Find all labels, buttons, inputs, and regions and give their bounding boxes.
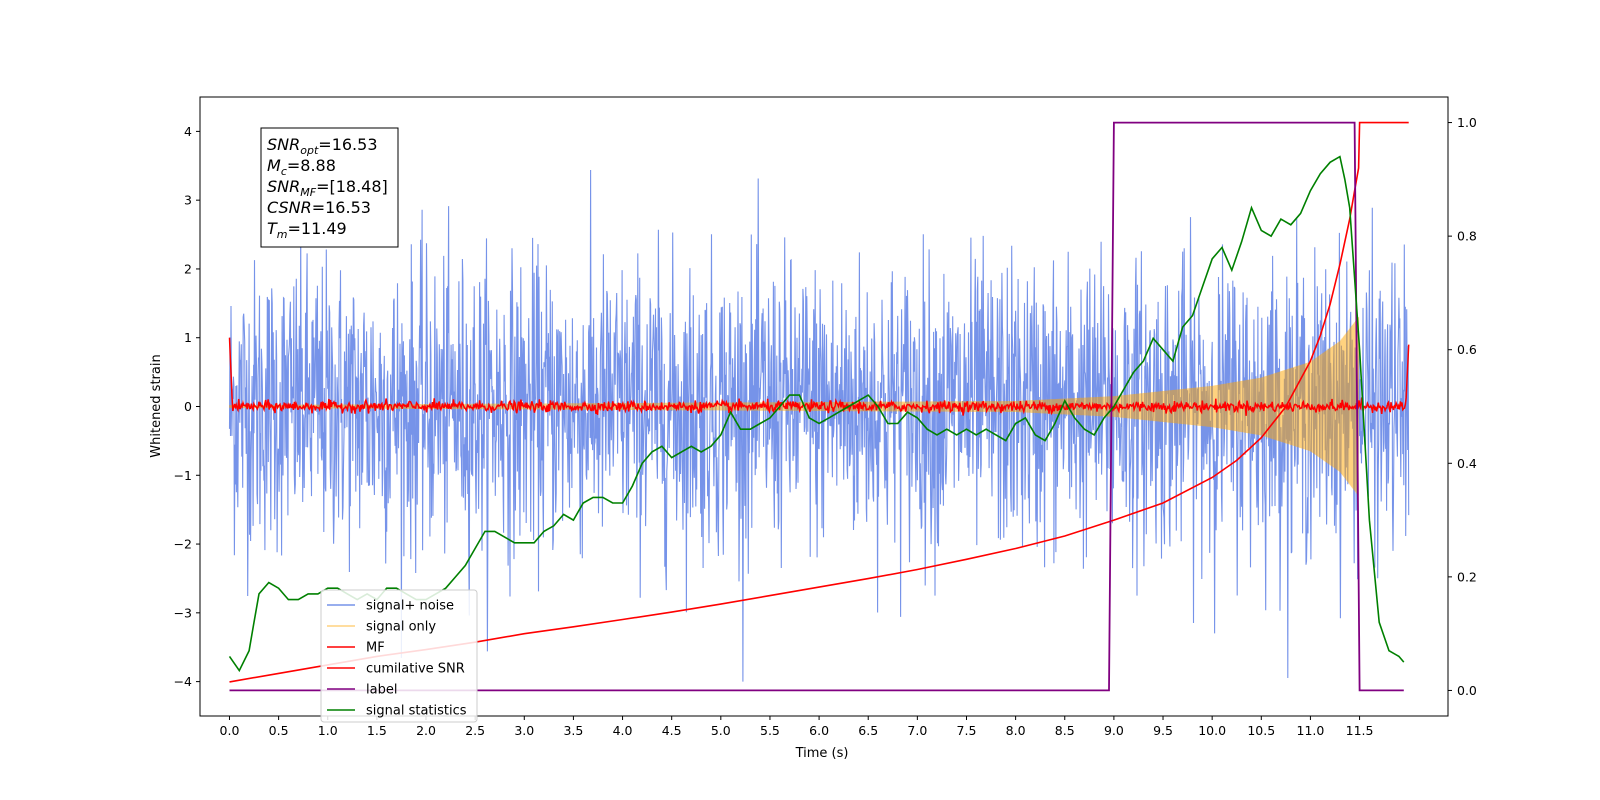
y-tick-label: 3 — [184, 193, 192, 208]
x-tick-label: 11.0 — [1297, 723, 1325, 738]
x-axis-title: Time (s) — [795, 746, 849, 761]
x-tick-label: 4.5 — [662, 723, 682, 738]
x-tick-label: 8.5 — [1055, 723, 1075, 738]
x-tick-label: 10.5 — [1247, 723, 1275, 738]
annotation-box: SNRopt=16.53Mc=8.88SNRMF=[18.48]CSNR=16.… — [260, 127, 399, 248]
annotation-line: Tm=11.49 — [267, 219, 347, 241]
legend-label: cumilative SNR — [366, 662, 465, 677]
series-mf-line — [228, 337, 1410, 416]
y-tick-label: 2 — [184, 261, 192, 276]
x-tick-label: 1.0 — [318, 723, 338, 738]
x-axis: 0.0 0.5 1.0 1.5 2.0 2.5 3.0 3.5 4.0 4.5 5.0 5.5 6.0 6… — [220, 716, 1374, 738]
y-tick-label: −1 — [174, 468, 192, 483]
annotation-line: Mc=8.88 — [267, 156, 336, 178]
y-tick-label: −2 — [174, 537, 192, 552]
x-tick-label: 5.0 — [711, 723, 731, 738]
series-label-line — [229, 121, 1404, 692]
series-cumulative-snr-line — [229, 121, 1409, 683]
x-tick-label: 9.5 — [1153, 723, 1173, 738]
x-tick-label: 3.5 — [563, 723, 583, 738]
y-axis-title: Whitened strain — [149, 354, 164, 457]
annotation-line: CSNR=16.53 — [267, 198, 371, 217]
x-tick-label: 7.5 — [957, 723, 977, 738]
legend-label: label — [366, 683, 397, 698]
y-axis-right: 0.0 0.2 0.4 0.6 0.8 1.0 — [1448, 115, 1477, 698]
x-tick-label: 6.0 — [809, 723, 829, 738]
x-tick-label: 4.0 — [613, 723, 633, 738]
y-axis-left: −4 −3 −2 −1 0 1 2 3 4 — [174, 124, 200, 689]
legend-frame — [320, 589, 478, 723]
x-tick-label: 1.5 — [367, 723, 387, 738]
legend-label: signal only — [366, 620, 436, 635]
x-tick-label: 9.0 — [1104, 723, 1124, 738]
annotation-frame — [260, 127, 399, 248]
x-tick-label: 10.0 — [1198, 723, 1226, 738]
y-tick-label: −3 — [174, 605, 192, 620]
y2-tick-label: 0.0 — [1457, 683, 1477, 698]
y2-tick-label: 0.4 — [1457, 456, 1477, 471]
legend-label: signal statistics — [366, 704, 467, 719]
legend-label: MF — [366, 641, 385, 656]
legend-label: signal+ noise — [366, 599, 454, 614]
y-tick-label: 1 — [184, 330, 192, 345]
x-tick-label: 8.0 — [1006, 723, 1026, 738]
y2-tick-label: 0.8 — [1457, 229, 1477, 244]
y2-tick-label: 1.0 — [1457, 115, 1477, 130]
x-tick-label: 3.0 — [514, 723, 534, 738]
y2-tick-label: 0.2 — [1457, 569, 1477, 584]
x-tick-label: 11.5 — [1346, 723, 1374, 738]
y-tick-label: −4 — [174, 674, 192, 689]
y-tick-label: 0 — [184, 399, 192, 414]
x-tick-label: 0.5 — [269, 723, 289, 738]
x-tick-label: 2.0 — [416, 723, 436, 738]
y-tick-label: 4 — [184, 124, 192, 139]
annotation-line: SNRMF=[18.48] — [267, 177, 388, 199]
y2-tick-label: 0.6 — [1457, 342, 1477, 357]
annotation-line: SNRopt=16.53 — [267, 135, 378, 157]
x-tick-label: 0.0 — [220, 723, 240, 738]
x-tick-label: 2.5 — [465, 723, 485, 738]
x-tick-label: 5.5 — [760, 723, 780, 738]
legend: signal+ noise signal only MF cumilative SNR… — [320, 589, 478, 723]
plot-area — [228, 121, 1410, 692]
x-tick-label: 6.5 — [858, 723, 878, 738]
x-tick-label: 7.0 — [907, 723, 927, 738]
